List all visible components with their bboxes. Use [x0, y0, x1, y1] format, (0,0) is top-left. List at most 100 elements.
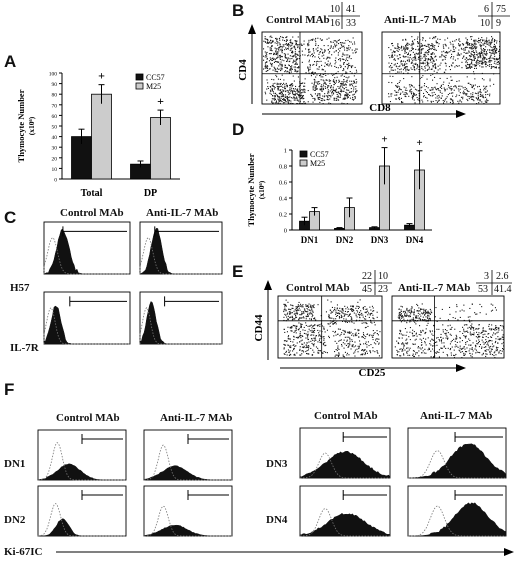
e-control-event: [363, 335, 365, 337]
e-control-event: [303, 346, 305, 348]
b-anti-event: [457, 52, 459, 54]
b-anti-event: [425, 51, 427, 53]
f-dn4-anti-histogram: [408, 502, 507, 537]
e-control-event: [362, 316, 364, 318]
b-control-event: [293, 88, 295, 90]
b-control-event: [353, 75, 355, 77]
e-control-event: [351, 309, 353, 311]
e-anti-event: [427, 315, 429, 317]
b-anti-event: [475, 64, 477, 66]
b-anti-event: [438, 94, 440, 96]
b-control-event: [267, 42, 269, 44]
e-control-event: [338, 316, 340, 318]
e-control-event: [323, 339, 325, 341]
b-anti-event: [467, 59, 469, 61]
b-anti-event: [480, 55, 482, 57]
b-anti-event: [465, 52, 467, 54]
b-anti-event: [479, 93, 481, 95]
e-control-event: [353, 346, 355, 348]
e-ylabel: CD44: [253, 314, 265, 341]
e-anti-event: [406, 351, 408, 353]
b-anti-event: [496, 42, 498, 44]
b-control-event: [264, 65, 266, 67]
b-control-event: [331, 65, 333, 67]
e-anti-event: [472, 328, 474, 330]
b-control-event: [351, 67, 353, 69]
b-control-event: [292, 36, 294, 38]
e-control-event: [376, 311, 378, 313]
b-anti-event: [418, 84, 420, 86]
b-anti-event: [434, 67, 436, 69]
b-anti-event: [429, 58, 431, 60]
b-anti-event: [473, 56, 475, 58]
b-anti-event: [397, 68, 399, 70]
b-anti-event: [486, 41, 488, 43]
f-dn4-control-histogram: [299, 512, 391, 537]
b-control-event: [267, 65, 269, 67]
e-anti-event: [445, 334, 447, 336]
b-anti-event: [497, 63, 499, 65]
e-control-event: [346, 311, 348, 313]
e-control-event: [306, 307, 308, 309]
e-control-event: [289, 312, 291, 314]
b-control-event: [328, 52, 330, 54]
b-anti-event: [425, 40, 427, 42]
e-control-event: [364, 306, 366, 308]
b-anti-event: [485, 39, 487, 41]
b-anti-frame: [381, 31, 501, 105]
e-control-event: [350, 308, 352, 310]
e-anti-event: [405, 334, 407, 336]
b-control-event: [307, 66, 309, 68]
b-anti-event: [415, 56, 417, 58]
b-control-event: [333, 97, 335, 99]
b-control-event: [301, 92, 303, 94]
b-anti-event: [432, 100, 434, 102]
b-control-event: [266, 99, 268, 101]
b-anti-event: [474, 84, 476, 86]
b-anti-event: [491, 57, 493, 59]
b-anti-event: [414, 39, 416, 41]
b-control-event: [337, 96, 339, 98]
e-control-event: [286, 354, 288, 356]
b-anti-event: [428, 94, 430, 96]
e-anti-event: [493, 345, 495, 347]
b-control-event: [344, 95, 346, 97]
e-anti-event: [449, 328, 451, 330]
b-control-event: [313, 83, 315, 85]
b-anti-event: [479, 99, 481, 101]
e-anti-event: [464, 348, 466, 350]
e-control-event: [312, 310, 314, 312]
b-control-event: [336, 91, 338, 93]
b-control-event: [291, 51, 293, 53]
e-anti-event: [406, 347, 408, 349]
e-control-event: [291, 316, 293, 318]
b-anti-event: [485, 96, 487, 98]
e-anti-event: [415, 338, 417, 340]
b-control-event: [274, 96, 276, 98]
b-anti-event: [487, 40, 489, 42]
e-control-event: [299, 336, 301, 338]
b-anti-event: [422, 61, 424, 63]
b-anti-event: [489, 78, 491, 80]
b-anti-event: [424, 44, 426, 46]
e-control-event: [345, 331, 347, 333]
b-control-event: [284, 43, 286, 45]
e-anti-event: [492, 346, 494, 348]
e-anti-event: [396, 349, 398, 351]
b-anti-event: [391, 43, 393, 45]
b-control-event: [307, 55, 309, 57]
b-anti-event: [468, 55, 470, 57]
b-control-event: [282, 39, 284, 41]
e-control-event: [295, 329, 297, 331]
b-anti-event: [492, 51, 494, 53]
e-anti-event: [464, 331, 466, 333]
e-anti-event: [412, 333, 414, 335]
e-anti-event: [473, 334, 475, 336]
b-control-event: [287, 99, 289, 101]
b-control-event: [316, 60, 318, 62]
b-anti-event: [489, 49, 491, 51]
b-anti-event: [489, 58, 491, 60]
b-anti-event: [471, 66, 473, 68]
e-control-event: [343, 318, 345, 320]
e-control-event: [359, 311, 361, 313]
